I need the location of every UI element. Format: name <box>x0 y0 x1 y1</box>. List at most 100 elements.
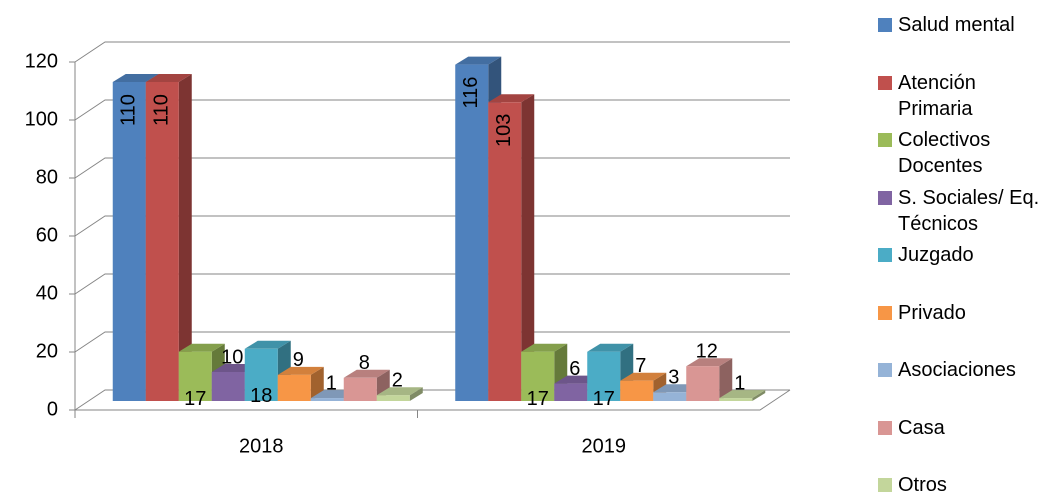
x-tick-label: 2018 <box>239 435 284 457</box>
legend-label: Atención Primaria <box>898 71 976 120</box>
bar-top <box>343 369 390 378</box>
bar <box>521 351 555 401</box>
bar-top <box>277 366 324 375</box>
data-label: 6 <box>569 358 580 380</box>
legend-item: Atención Primaria <box>876 70 1041 122</box>
data-label: 17 <box>184 388 206 410</box>
data-label: 10 <box>221 346 243 368</box>
data-label: 2 <box>392 369 403 391</box>
bar-top <box>455 56 502 65</box>
legend-item: S. Sociales/ Eq. Técnicos <box>876 185 1041 237</box>
data-label: 103 <box>493 114 515 147</box>
legend-label: Salud mental <box>898 14 1015 36</box>
bar-side <box>409 387 423 401</box>
bar <box>587 351 621 401</box>
legend-item: Asociaciones <box>876 357 1041 383</box>
y-tick-label: 40 <box>36 282 58 304</box>
bar <box>343 377 377 401</box>
bar-top <box>376 387 423 396</box>
data-label: 8 <box>359 352 370 374</box>
bar-top <box>178 343 225 352</box>
legend-label: Otros <box>898 474 947 494</box>
legend-item: Casa <box>876 415 1041 441</box>
data-label: 116 <box>460 77 482 109</box>
bar-top <box>244 340 291 349</box>
grid-line <box>74 215 790 237</box>
y-tick-label: 20 <box>36 340 58 362</box>
legend-label: Juzgado <box>898 244 974 266</box>
grid-line <box>74 99 790 121</box>
bar <box>455 64 489 401</box>
legend-swatch <box>878 420 892 435</box>
grid-line <box>74 331 790 353</box>
y-tick-label: 0 <box>47 398 58 420</box>
legend-label: S. Sociales/ Eq. Técnicos <box>898 186 1040 235</box>
legend-item: Privado <box>876 300 1041 326</box>
bar <box>719 398 753 401</box>
legend-swatch <box>878 133 892 147</box>
bar <box>211 372 245 401</box>
bar <box>488 102 522 402</box>
legend-item: Salud mental <box>876 12 1041 38</box>
y-tick-label: 100 <box>25 108 58 130</box>
data-label: 3 <box>668 367 679 389</box>
y-tick-label: 80 <box>36 166 58 188</box>
data-label: 12 <box>696 340 718 362</box>
data-label: 1 <box>734 372 745 394</box>
data-label: 17 <box>593 388 615 410</box>
legend-item: Colectivos Docentes <box>876 127 1041 179</box>
bar-side <box>521 94 535 402</box>
floor <box>75 389 791 411</box>
grid-line <box>74 273 790 295</box>
data-label: 110 <box>151 94 173 126</box>
grid-line <box>74 157 790 179</box>
legend-swatch <box>878 248 892 262</box>
x-tick-label: 2019 <box>582 435 627 457</box>
bar-top <box>488 94 535 103</box>
data-label: 17 <box>527 388 549 410</box>
bar <box>112 82 146 401</box>
bar-top <box>145 74 192 82</box>
legend-label: Colectivos Docentes <box>898 129 991 177</box>
data-label: 1 <box>326 372 337 394</box>
bar-side <box>752 390 766 401</box>
data-label: 9 <box>293 349 304 371</box>
bar <box>653 392 687 401</box>
bar-side <box>178 74 192 401</box>
bar-top <box>719 390 766 399</box>
legend-swatch <box>878 190 892 205</box>
legend-label: Privado <box>898 301 966 324</box>
legend-label: Casa <box>898 416 945 439</box>
legend-label: Asociaciones <box>898 359 1016 381</box>
data-label: 18 <box>250 385 272 407</box>
legend-swatch <box>878 18 892 32</box>
bar-top <box>521 343 568 352</box>
bar-side <box>719 358 733 401</box>
legend-swatch <box>878 75 892 90</box>
legend-swatch <box>878 478 892 492</box>
bar <box>554 383 588 401</box>
bar <box>376 395 410 401</box>
legend-item: Otros <box>876 472 1041 494</box>
legend-swatch <box>878 305 892 320</box>
legend-swatch <box>878 363 892 377</box>
bar-top <box>587 343 634 352</box>
grid-line <box>74 41 790 63</box>
y-tick-label: 120 <box>25 50 58 72</box>
bar-top <box>686 358 733 367</box>
legend-item: Juzgado <box>876 242 1041 268</box>
bar <box>178 351 212 401</box>
bar-top <box>620 372 667 381</box>
y-tick-label: 60 <box>36 224 58 246</box>
data-label: 110 <box>118 94 140 126</box>
bar <box>620 380 654 401</box>
bar <box>310 398 344 401</box>
bar-top <box>112 74 159 82</box>
bar <box>277 374 311 401</box>
bar <box>686 366 720 401</box>
bar <box>244 348 278 401</box>
bar <box>145 82 179 401</box>
data-label: 7 <box>635 355 646 377</box>
